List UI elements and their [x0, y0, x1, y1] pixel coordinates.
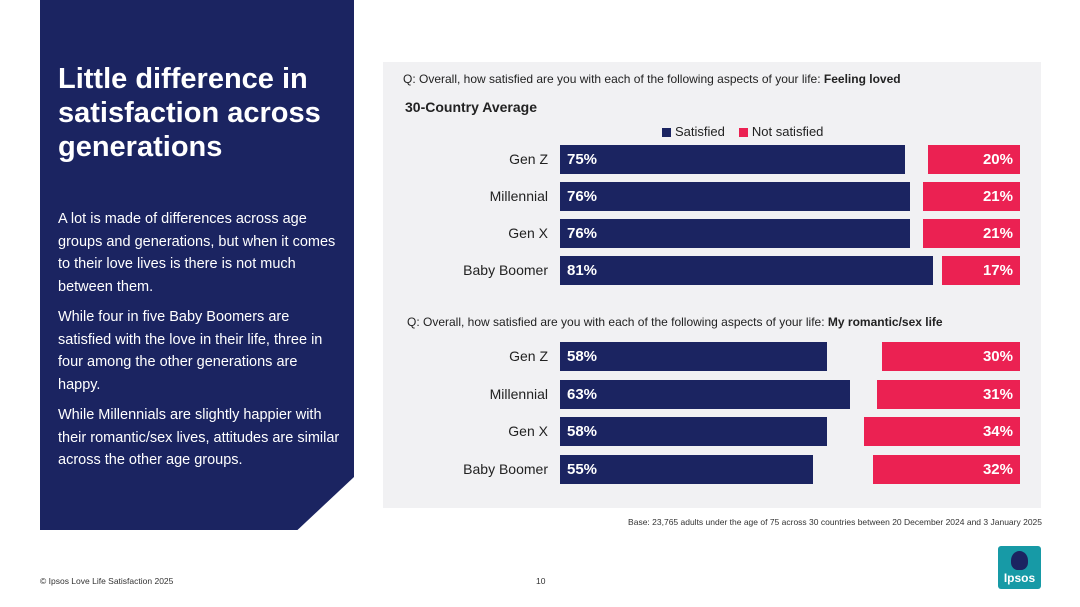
not-satisfied-value-label: 17% — [982, 262, 1013, 279]
satisfied-value-label: 58% — [567, 348, 598, 365]
chart-1-not-satisfied-bar: 17% — [941, 256, 1020, 285]
page-title: Little difference in satisfaction across… — [58, 63, 321, 163]
not-satisfied-value-label: 21% — [982, 188, 1013, 205]
chart-1-question: Q: Overall, how satisfied are you with e… — [403, 72, 901, 86]
chart-1-satisfied-bar: 75% — [560, 145, 905, 174]
chart-1-question-topic: Feeling loved — [823, 72, 901, 86]
satisfied-value-label: 76% — [567, 225, 598, 242]
legend-not-satisfied-swatch — [738, 128, 748, 138]
legend: Satisfied Not satisfied — [662, 124, 823, 139]
satisfied-value-label: 81% — [567, 262, 598, 279]
logo-text: Ipsos — [1003, 571, 1036, 585]
footer-copyright: © Ipsos Love Life Satisfaction 2025 — [40, 576, 174, 586]
not-satisfied-value-label: 32% — [982, 460, 1013, 478]
paragraph-3: While Millennials are slightly happier w… — [58, 407, 340, 468]
chart-2-question: Q: Overall, how satisfied are you with e… — [407, 315, 943, 329]
satisfied-value-label: 63% — [567, 385, 598, 403]
logo-mark-icon — [1011, 551, 1028, 570]
satisfied-value-label: 58% — [567, 423, 598, 440]
chart-1-satisfied-bar: 76% — [560, 182, 910, 211]
chart-2-not-satisfied-bar: 34% — [863, 417, 1020, 446]
not-satisfied-value-label: 30% — [982, 348, 1013, 365]
body-text: A lot is made of differences across age … — [58, 208, 343, 480]
chart-2-question-prefix: Q: Overall, how satisfied are you with e… — [407, 315, 825, 329]
chart-2-category-label: Gen X — [508, 423, 548, 439]
not-satisfied-value-label: 34% — [982, 423, 1013, 440]
chart-1-category-label: Baby Boomer — [463, 262, 548, 278]
chart-1-category-label: Gen Z — [509, 151, 548, 167]
legend-not-satisfied-label: Not satisfied — [751, 124, 824, 139]
chart-2-question-topic: My romantic/sex life — [827, 315, 943, 329]
chart-2-category-label: Millennial — [489, 385, 548, 402]
chart-1-not-satisfied-bar: 21% — [923, 219, 1020, 248]
chart-2-satisfied-bar: 63% — [560, 379, 850, 409]
legend-not-satisfied: Not satisfied — [738, 124, 824, 139]
base-note: Base: 23,765 adults under the age of 75 … — [628, 517, 1042, 527]
ipsos-logo: Ipsos — [998, 546, 1041, 589]
left-panel — [40, 0, 354, 530]
not-satisfied-value-label: 31% — [982, 385, 1013, 403]
chart-subtitle: 30-Country Average — [405, 99, 538, 115]
paragraph-2: While four in five Baby Boomers are sati… — [58, 309, 323, 393]
chart-2-satisfied-bar: 58% — [560, 417, 827, 446]
chart-1-not-satisfied-bar: 20% — [928, 145, 1020, 174]
chart-2-satisfied-bar: 55% — [560, 454, 813, 484]
legend-satisfied-label: Satisfied — [675, 124, 725, 139]
satisfied-value-label: 55% — [567, 460, 598, 478]
chart-2-category-label: Gen Z — [509, 348, 548, 364]
chart-1-satisfied-bar: 76% — [560, 219, 910, 248]
page-number: 10 — [536, 576, 546, 586]
paragraph-1: A lot is made of differences across age … — [58, 211, 336, 295]
chart-1-satisfied-bar: 81% — [560, 256, 933, 285]
chart-1-not-satisfied-bar: 21% — [923, 182, 1020, 211]
chart-2-category-label: Baby Boomer — [463, 460, 548, 477]
satisfied-value-label: 75% — [567, 151, 598, 168]
not-satisfied-value-label: 20% — [982, 151, 1013, 168]
chart-2-not-satisfied-bar: 32% — [872, 454, 1020, 484]
not-satisfied-value-label: 21% — [982, 225, 1013, 242]
chart-1-question-prefix: Q: Overall, how satisfied are you with e… — [403, 72, 821, 86]
chart-1-category-label: Millennial — [489, 188, 548, 204]
legend-satisfied: Satisfied — [662, 124, 725, 139]
chart-2-not-satisfied-bar: 31% — [877, 379, 1020, 409]
chart-2-not-satisfied-bar: 30% — [882, 342, 1020, 371]
satisfied-value-label: 76% — [567, 188, 598, 205]
chart-1-category-label: Gen X — [508, 225, 548, 241]
chart-2-satisfied-bar: 58% — [560, 342, 827, 371]
legend-satisfied-swatch — [662, 128, 671, 138]
